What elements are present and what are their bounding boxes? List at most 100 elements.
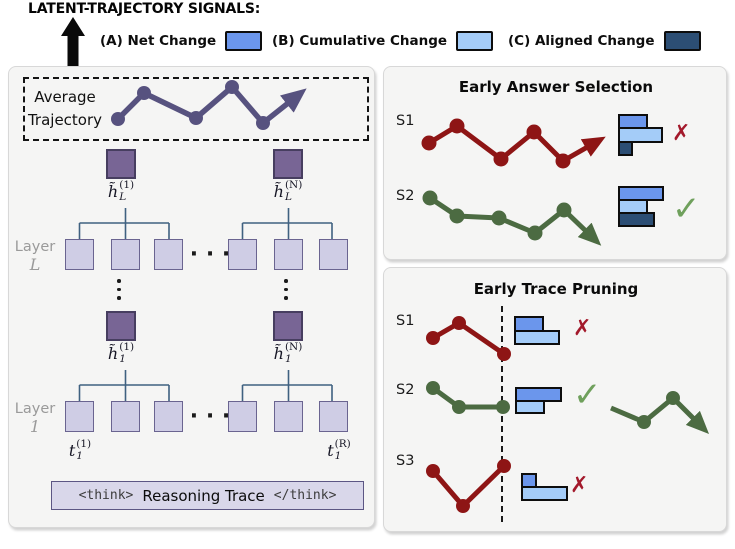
hidden-state-label-h1N: h̃ (N) 1 — [258, 341, 318, 365]
figure-title: LATENT-TRAJECTORY SIGNALS: — [28, 1, 261, 17]
early-trace-pruning-panel: Early Trace Pruning S1 ✗ S2 ✓ S3 — [383, 267, 727, 532]
math-base: h̃ — [107, 344, 119, 364]
trajectory-s2-kept — [426, 381, 510, 414]
layer-word: Layer — [14, 239, 56, 255]
hidden-state-square-hL1 — [106, 149, 136, 179]
check-mark: ✓ — [573, 375, 602, 415]
latent-trajectory-panel: Average Trajectory h̃ (1) L h̃ (N) L Layer L — [8, 66, 375, 528]
math-base: h̃ — [107, 182, 119, 202]
signal-bars-s2 — [618, 186, 664, 227]
aggregation-bracket — [78, 208, 170, 239]
token-label-t1R: t (R) 1 — [319, 438, 359, 462]
hidden-state-label-hLN: h̃ (N) L — [258, 179, 318, 203]
token-label-t11: t (1) 1 — [60, 438, 100, 462]
token-square — [228, 239, 257, 270]
token-square — [319, 401, 348, 432]
bar-cumulative-change — [514, 330, 560, 345]
math-base: h̃ — [273, 182, 284, 202]
signal-bars-s3 — [521, 473, 568, 501]
pruning-cutoff-line — [501, 306, 503, 522]
math-sup: (R) — [334, 438, 351, 450]
math-sub: 1 — [119, 352, 126, 365]
aggregation-bracket — [241, 208, 333, 239]
legend-swatch-aligned-change — [663, 31, 701, 51]
bar-aligned-change — [618, 212, 655, 227]
legend-item-net-change: (A) Net Change — [100, 30, 263, 52]
signal-bars-s2 — [515, 387, 562, 414]
vertical-ellipsis — [117, 279, 121, 300]
math-base: t — [68, 441, 76, 461]
bar-cumulative-change — [521, 486, 568, 501]
token-square — [65, 401, 94, 432]
token-square — [274, 401, 303, 432]
trace-label-s3: S3 — [396, 453, 415, 469]
math-sup: (1) — [119, 341, 135, 353]
token-square — [154, 401, 183, 432]
token-square — [154, 239, 183, 270]
legend-item-cumulative-change: (B) Cumulative Change — [272, 30, 494, 52]
trace-label-s2: S2 — [396, 382, 415, 398]
up-arrow-icon — [61, 17, 85, 66]
math-sub: 1 — [284, 352, 292, 365]
math-sup: (N) — [284, 179, 303, 191]
math-sub: 1 — [334, 449, 342, 462]
signal-bars-s1 — [514, 316, 560, 345]
math-sub: 1 — [76, 449, 83, 462]
think-open-tag: <think> — [78, 488, 134, 503]
legend-swatch-cumulative-change — [456, 31, 494, 51]
average-trajectory-label: Average Trajectory — [21, 86, 109, 131]
math-sup: (1) — [119, 179, 135, 191]
hidden-state-square-h11 — [106, 311, 136, 341]
token-square — [274, 239, 303, 270]
math-sub: L — [119, 190, 127, 203]
reasoning-trace-label: Reasoning Trace — [142, 486, 265, 505]
average-trajectory-box — [23, 77, 369, 141]
layer-word: Layer — [14, 401, 56, 417]
check-mark: ✓ — [672, 189, 701, 229]
legend-label-aligned-change: (C) Aligned Change — [508, 33, 655, 49]
think-close-tag: </think> — [273, 488, 337, 503]
cross-mark: ✗ — [672, 121, 691, 146]
hidden-state-square-hLN — [273, 149, 303, 179]
average-trajectory-plot — [111, 80, 307, 130]
legend-label-cumulative-change: (B) Cumulative Change — [272, 33, 448, 49]
math-sup: (1) — [76, 438, 92, 450]
average-trajectory-line1: Average — [34, 88, 96, 106]
trajectory-s2-correct — [422, 190, 602, 246]
trajectory-s1-pruned — [426, 316, 511, 361]
token-square — [111, 401, 140, 432]
trajectory-s3-pruned — [426, 459, 511, 513]
trajectory-s2-continuation — [610, 391, 710, 435]
hidden-state-label-hL1: h̃ (1) L — [91, 179, 151, 203]
trace-label-s1: S1 — [396, 113, 415, 129]
trace-label-s1: S1 — [396, 313, 415, 329]
legend-swatch-net-change — [225, 31, 263, 51]
cross-mark: ✗ — [573, 316, 592, 341]
aggregation-bracket — [78, 370, 170, 401]
trace-label-s2: S2 — [396, 188, 415, 204]
layer-index: 1 — [29, 416, 41, 436]
bar-aligned-change — [618, 141, 633, 156]
math-sub: L — [284, 190, 292, 203]
cross-mark: ✗ — [570, 473, 589, 498]
panel-title: Early Trace Pruning — [473, 280, 639, 298]
trajectory-s1-incorrect — [421, 118, 606, 169]
layer-L-label: Layer L — [11, 239, 59, 274]
math-base: t — [327, 441, 334, 461]
bar-cumulative-change — [618, 127, 663, 143]
horizontal-ellipsis: · · · — [189, 404, 231, 429]
token-square — [228, 401, 257, 432]
signal-bars-s1 — [618, 114, 663, 156]
token-square — [65, 239, 94, 270]
math-sup: (N) — [284, 341, 303, 353]
layer-1-label: Layer 1 — [11, 401, 59, 436]
horizontal-ellipsis: · · · — [189, 242, 231, 267]
legend-label-net-change: (A) Net Change — [100, 33, 217, 49]
early-answer-selection-panel: Early Answer Selection S1 ✗ S2 ✓ — [383, 66, 727, 260]
token-square — [319, 239, 348, 270]
aggregation-bracket — [241, 370, 333, 401]
hidden-state-square-h1N — [273, 311, 303, 341]
legend-item-aligned-change: (C) Aligned Change — [508, 30, 701, 52]
panel-title: Early Answer Selection — [458, 78, 654, 96]
